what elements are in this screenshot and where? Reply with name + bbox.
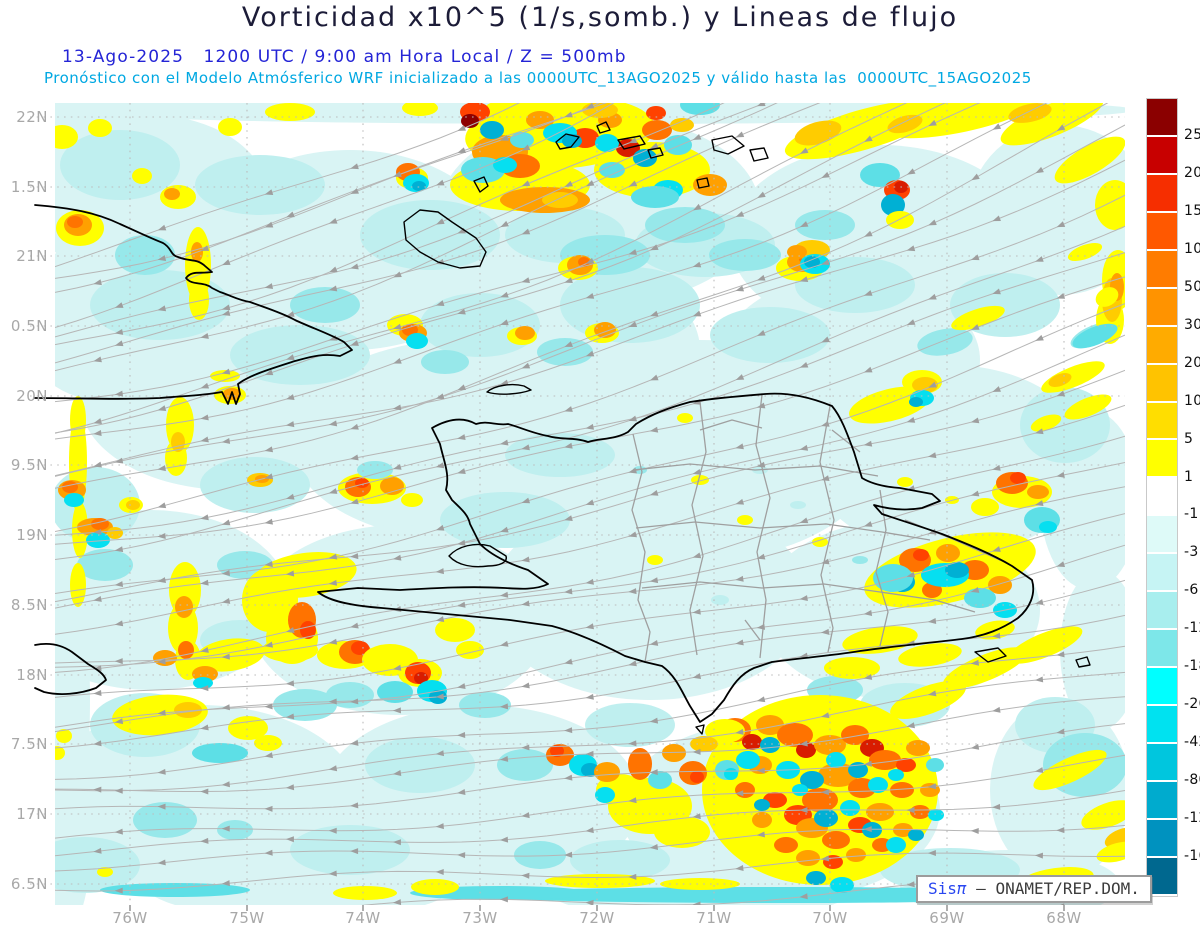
colorbar-segment: [1147, 99, 1177, 135]
axis-ticks: [129, 905, 1065, 911]
lat-label: 7.5N: [10, 735, 48, 753]
colorbar-segment: [1147, 212, 1177, 249]
latitude-axis: 22N 1.5N 21N 0.5N 20N 9.5N 19N 8.5N 18N 7.5N 17N 6.…: [0, 0, 48, 927]
colorbar-segment: [1147, 857, 1177, 894]
credit-badge: Sisπ – ONAMET/REP.DOM.: [916, 875, 1152, 903]
colorbar-segment: [1147, 668, 1177, 704]
colorbar-label: 250: [1184, 126, 1200, 143]
colorbar-segment: [1147, 630, 1177, 667]
colorbar-label: 10: [1184, 392, 1200, 409]
lon-label: 68W: [1046, 909, 1082, 927]
lat-label: 20N: [16, 387, 48, 405]
colorbar-label: -80: [1184, 772, 1200, 789]
colorbar-segment: [1147, 819, 1177, 856]
page-title: Vorticidad x10^5 (1/s,somb.) y Lineas de…: [241, 2, 959, 33]
colorbar-label: 200: [1184, 164, 1200, 181]
lat-label: 9.5N: [10, 456, 48, 474]
colorbar-label: 50: [1184, 278, 1200, 295]
colorbar-segment: [1147, 136, 1177, 173]
colorbar-label: -18: [1184, 658, 1200, 675]
colorbar-label: -1: [1184, 506, 1199, 523]
colorbar-label: 150: [1184, 202, 1200, 219]
colorbar-label: 100: [1184, 240, 1200, 257]
colorbar-segment: [1147, 516, 1177, 553]
lon-label: 70W: [812, 909, 848, 927]
colorbar-segment: [1147, 288, 1177, 325]
colorbar-segment: [1147, 554, 1177, 591]
lon-label: 69W: [929, 909, 965, 927]
lon-label: 74W: [345, 909, 381, 927]
lon-label: 73W: [462, 909, 498, 927]
lat-label: 18N: [16, 666, 48, 684]
province-borders: [631, 394, 1001, 663]
credit-sispi: Sisπ: [928, 879, 967, 898]
lat-label: 22N: [16, 108, 48, 126]
colorbar-label: -26: [1184, 696, 1200, 713]
lat-label: 8.5N: [10, 596, 48, 614]
colorbar-label: -160: [1184, 848, 1200, 865]
coastlines: [34, 121, 1091, 735]
credit-prefix: Sis: [928, 879, 957, 898]
colorbar-segment: [1147, 250, 1177, 287]
colorbar-segment: [1147, 478, 1177, 515]
colorbar-label: 1: [1184, 468, 1194, 485]
colorbar-label: -12: [1184, 620, 1200, 637]
colorbar-label: -6: [1184, 582, 1199, 599]
colorbar-segment: [1147, 174, 1177, 211]
colorbar-segment: [1147, 326, 1177, 363]
pi-symbol: π: [956, 879, 967, 898]
lat-label: 21N: [16, 247, 48, 265]
flow-arrow-icons: [93, 103, 1066, 905]
lon-label: 71W: [696, 909, 732, 927]
lat-label: 0.5N: [10, 317, 48, 335]
lat-label: 17N: [16, 805, 48, 823]
colorbar-label: 30: [1184, 316, 1200, 333]
lat-label: 19N: [16, 526, 48, 544]
lon-label: 75W: [229, 909, 265, 927]
colorbar-label: -120: [1184, 810, 1200, 827]
lon-label: 72W: [579, 909, 615, 927]
lat-label: 1.5N: [10, 178, 48, 196]
colorbar-segment: [1147, 706, 1177, 742]
colorbar-segment: [1147, 743, 1177, 780]
colorbar-label: 5: [1184, 430, 1194, 447]
colorbar-segment: [1147, 781, 1177, 818]
colorbar-segment: [1147, 402, 1177, 439]
lon-label: 76W: [112, 909, 148, 927]
subtitle-datetime: 13-Ago-2025 1200 UTC / 9:00 am Hora Loca…: [62, 47, 627, 67]
colorbar-label: -42: [1184, 734, 1200, 751]
colorbar-label: -3: [1184, 544, 1199, 561]
lat-label: 6.5N: [10, 875, 48, 893]
subtitle-model: Pronóstico con el Modelo Atmósferico WRF…: [44, 69, 1032, 87]
colorbar-segment: [1147, 592, 1177, 629]
credit-onamet: – ONAMET/REP.DOM.: [966, 879, 1140, 898]
colorbar-segment: [1147, 440, 1177, 477]
colorbar-label: 20: [1184, 354, 1200, 371]
colorbar-segment: [1147, 364, 1177, 401]
colorbar: [1146, 98, 1178, 897]
